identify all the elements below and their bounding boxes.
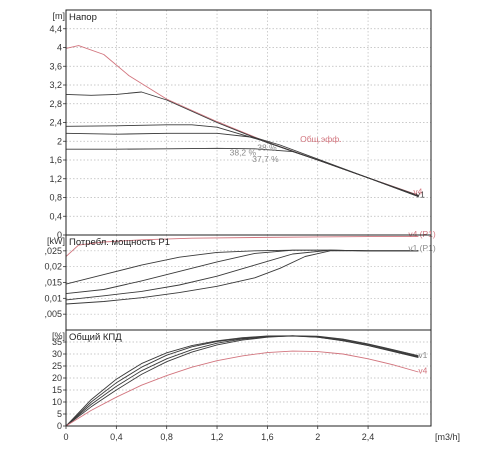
efficiency-series-2 — [65, 335, 419, 427]
efficiency-y-tick-label: 25 — [52, 361, 62, 371]
power-series-2 — [65, 249, 419, 285]
head-y-tick-label: 4,4 — [49, 24, 62, 34]
efficiency-y-tick-label: 15 — [52, 385, 62, 395]
head-annotation: 38,2 % — [230, 147, 257, 157]
efficiency-y-tick-label: 35 — [52, 337, 62, 347]
head-series-1 — [65, 45, 419, 196]
head-y-tick-label: 1,2 — [49, 174, 62, 184]
efficiency-series-5 — [65, 350, 419, 427]
head-y-tick-label: 2,8 — [49, 99, 62, 109]
power-y-tick-label: 0,01 — [44, 293, 62, 303]
power-axis-unit: [kW] — [47, 236, 65, 246]
power-series-3 — [65, 249, 419, 295]
efficiency-y-tick-label: 30 — [52, 349, 62, 359]
efficiency-y-tick-label: 5 — [57, 409, 62, 419]
head-y-tick-label: 1,6 — [49, 155, 62, 165]
x-tick-label: 0,8 — [160, 432, 173, 442]
power-y-tick-label: ,005 — [44, 309, 62, 319]
head-panel-title: Напор — [69, 12, 97, 23]
head-y-tick-label: 3,6 — [49, 61, 62, 71]
x-tick-label: 0 — [63, 432, 68, 442]
head-y-tick-label: 2 — [57, 136, 62, 146]
x-tick-label: 1,6 — [261, 432, 274, 442]
power-series-4 — [65, 249, 419, 301]
efficiency-series-3 — [65, 335, 419, 427]
efficiency-panel-frame — [65, 329, 432, 427]
head-axis-unit: [m] — [53, 11, 66, 21]
power-panel-title: Потребл. мощность P1 — [69, 237, 170, 248]
head-y-tick-label: 4 — [57, 43, 62, 53]
head-annotation: 38 % — [257, 143, 277, 153]
head-annotation: v4 — [413, 187, 422, 197]
power-series-5 — [65, 250, 419, 305]
power-annotation: v4 (P1) — [408, 229, 436, 239]
efficiency-y-tick-label: 10 — [52, 397, 62, 407]
head-annotation: v1 — [416, 190, 425, 200]
head-y-tick-label: 0,8 — [49, 193, 62, 203]
power-y-tick-label: 0,02 — [44, 262, 62, 272]
efficiency-annotation: v4 — [418, 366, 427, 376]
head-y-tick-label: 0 — [57, 230, 62, 240]
head-series-3 — [65, 124, 419, 197]
power-y-tick-label: ,025 — [44, 246, 62, 256]
head-annotation: 37,7 % — [252, 154, 279, 164]
x-tick-label: 2 — [315, 432, 320, 442]
head-y-tick-label: 0,4 — [49, 211, 62, 221]
x-tick-label: 0,4 — [110, 432, 123, 442]
efficiency-panel-title: Общий КПД — [69, 332, 122, 343]
head-y-tick-label: 2,4 — [49, 118, 62, 128]
head-y-tick-label: 3,2 — [49, 80, 62, 90]
head-series-2 — [65, 91, 419, 198]
power-annotation: v1 (P1) — [408, 243, 436, 253]
efficiency-axis-unit: [%] — [52, 331, 65, 341]
power-y-tick-label: ,015 — [44, 278, 62, 288]
head-series-4 — [65, 132, 419, 198]
x-tick-label: 2,4 — [362, 432, 375, 442]
power-series-1 — [65, 236, 419, 257]
efficiency-y-tick-label: 0 — [57, 421, 62, 431]
head-series-5 — [66, 147, 419, 197]
efficiency-annotation: v1 — [418, 350, 427, 360]
x-axis-unit: [m3/h] — [435, 432, 460, 442]
x-tick-label: 1,2 — [211, 432, 224, 442]
efficiency-series-4 — [65, 335, 419, 427]
efficiency-y-tick-label: 20 — [52, 373, 62, 383]
head-annotation: Общ.эфф. — [300, 134, 342, 144]
